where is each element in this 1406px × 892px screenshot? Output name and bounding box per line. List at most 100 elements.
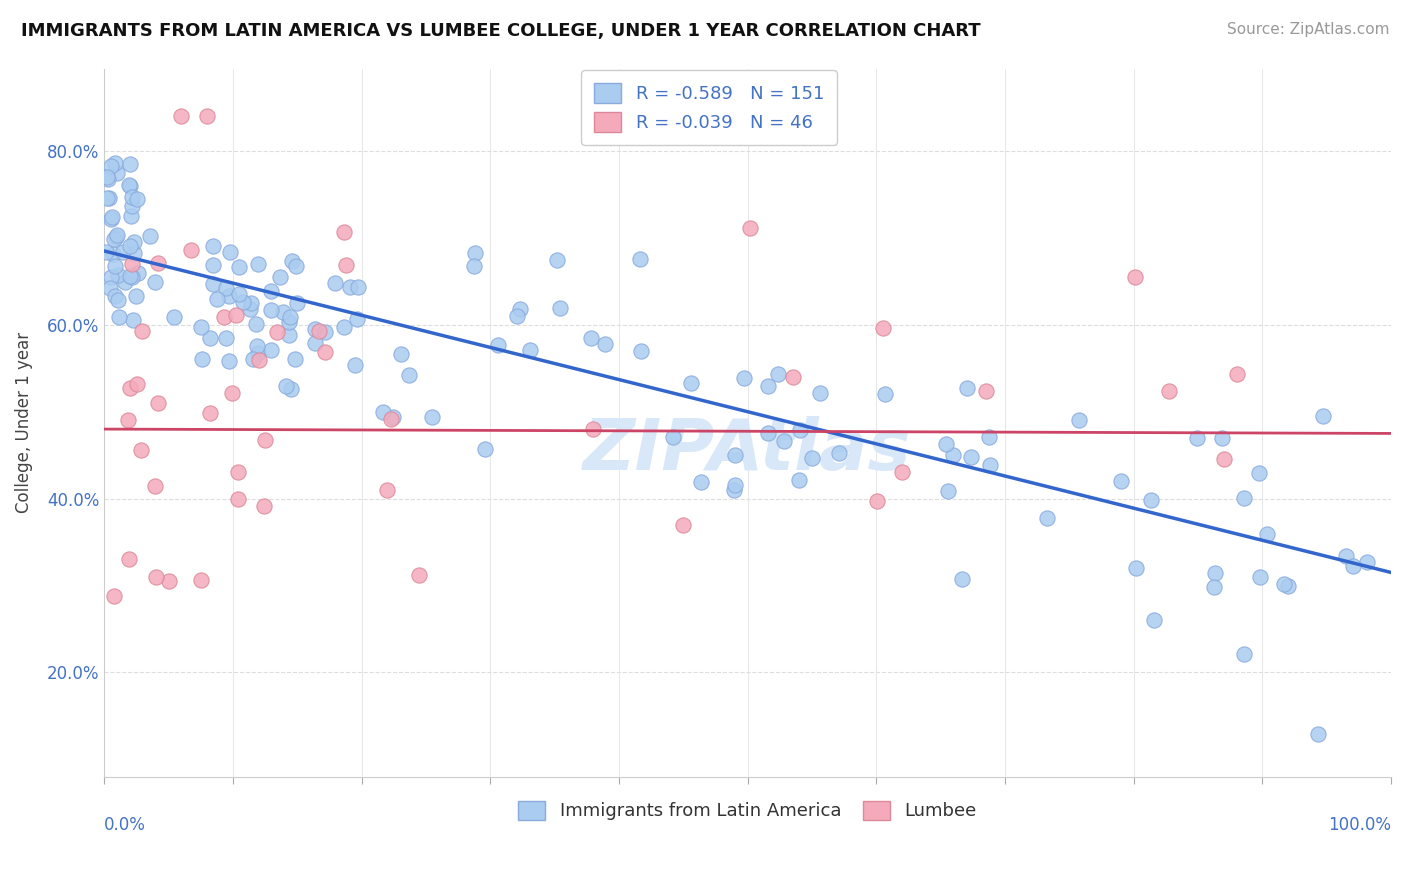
Point: [124, 245, 146, 260]
Point: [260, 343, 283, 358]
Point: [1306, 726, 1329, 740]
Point: [314, 344, 336, 359]
Point: [960, 450, 983, 464]
Point: [96, 170, 118, 185]
Point: [170, 109, 193, 123]
Point: [280, 253, 302, 268]
Point: [1157, 384, 1180, 398]
Point: [219, 244, 242, 259]
Point: [474, 442, 496, 456]
Point: [278, 315, 301, 329]
Point: [1312, 409, 1334, 423]
Point: [190, 319, 212, 334]
Point: [1204, 566, 1226, 580]
Point: [157, 574, 180, 588]
Point: [389, 347, 412, 361]
Point: [114, 275, 136, 289]
Point: [977, 430, 1000, 444]
Point: [103, 231, 125, 245]
Point: [260, 303, 283, 318]
Point: [118, 268, 141, 283]
Point: [246, 346, 269, 360]
Point: [218, 289, 240, 303]
Point: [1277, 579, 1299, 593]
Point: [380, 412, 402, 426]
Point: [371, 405, 394, 419]
Point: [738, 220, 761, 235]
Point: [96, 191, 118, 205]
Point: [661, 430, 683, 444]
Point: [104, 260, 127, 274]
Point: [936, 483, 959, 498]
Point: [191, 352, 214, 367]
Point: [956, 380, 979, 394]
Point: [347, 280, 370, 294]
Point: [284, 259, 307, 273]
Point: [145, 479, 167, 493]
Point: [247, 352, 270, 367]
Point: [1109, 474, 1132, 488]
Point: [226, 491, 249, 506]
Point: [117, 178, 139, 192]
Point: [202, 239, 225, 253]
Point: [519, 343, 541, 357]
Point: [207, 292, 229, 306]
Point: [325, 277, 347, 291]
Point: [723, 483, 745, 497]
Point: [1202, 580, 1225, 594]
Point: [1139, 492, 1161, 507]
Point: [105, 166, 128, 180]
Point: [121, 313, 143, 327]
Point: [865, 493, 887, 508]
Point: [724, 477, 747, 491]
Point: [548, 301, 571, 315]
Point: [1187, 431, 1209, 445]
Point: [103, 156, 125, 170]
Point: [146, 396, 169, 410]
Point: [314, 325, 336, 339]
Point: [593, 337, 616, 351]
Point: [242, 352, 264, 367]
Point: [304, 322, 326, 336]
Point: [201, 258, 224, 272]
Point: [108, 310, 131, 324]
Point: [245, 317, 267, 331]
Point: [215, 331, 238, 345]
Point: [225, 308, 247, 322]
Point: [420, 410, 443, 425]
Point: [1123, 270, 1146, 285]
Point: [808, 386, 831, 401]
Text: ZIPAtlas: ZIPAtlas: [583, 417, 912, 485]
Point: [582, 422, 605, 436]
Point: [630, 343, 652, 358]
Point: [1256, 527, 1278, 541]
Point: [118, 179, 141, 194]
Point: [935, 437, 957, 451]
Point: [103, 589, 125, 603]
Point: [121, 270, 143, 285]
Point: [873, 386, 896, 401]
Point: [828, 446, 851, 460]
Point: [375, 483, 398, 497]
Point: [226, 465, 249, 479]
Point: [464, 246, 486, 260]
Point: [200, 406, 222, 420]
Point: [180, 244, 202, 258]
Point: [253, 433, 276, 447]
Point: [1226, 368, 1249, 382]
Text: IMMIGRANTS FROM LATIN AMERICA VS LUMBEE COLLEGE, UNDER 1 YEAR CORRELATION CHART: IMMIGRANTS FROM LATIN AMERICA VS LUMBEE …: [21, 22, 981, 40]
Point: [118, 381, 141, 395]
Point: [274, 378, 297, 392]
Point: [94, 245, 117, 260]
Point: [724, 448, 747, 462]
Point: [782, 370, 804, 384]
Point: [239, 301, 262, 316]
Point: [107, 293, 129, 308]
Text: 100.0%: 100.0%: [1329, 815, 1391, 833]
Point: [689, 475, 711, 490]
Point: [121, 257, 143, 271]
Point: [509, 302, 531, 317]
Point: [218, 353, 240, 368]
Point: [278, 328, 301, 343]
Point: [679, 376, 702, 391]
